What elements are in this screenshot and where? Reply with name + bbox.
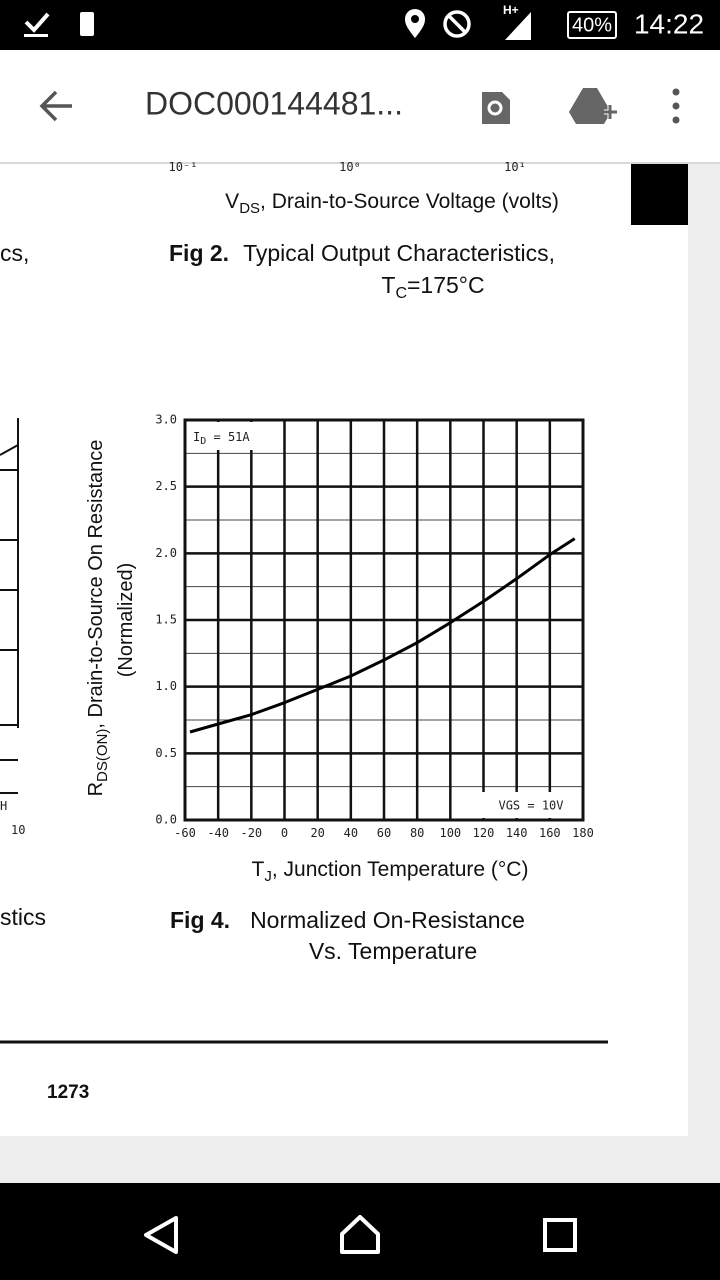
annotation-box bbox=[481, 792, 581, 818]
y-tick-label: 1.0 bbox=[155, 679, 177, 693]
nav-home[interactable] bbox=[340, 1215, 380, 1254]
sim-icon bbox=[80, 12, 94, 36]
data-line bbox=[189, 537, 576, 734]
caption-subscript: C bbox=[395, 285, 407, 302]
fragment-text: H bbox=[0, 799, 7, 813]
chart: 0.0 0.5 1.0 1.5 2.0 2.5 3.0 -60 -40 -20 0 20 40 60 80 1… bbox=[155, 413, 594, 841]
y-tick-label: 2.0 bbox=[155, 546, 177, 560]
annotation-part: = 51A bbox=[206, 430, 250, 444]
y-tick-label: 2.5 bbox=[155, 479, 177, 493]
y-axis-label: RDS(ON), Drain-to-Source On Resistance bbox=[85, 440, 111, 797]
battery-level: 40% bbox=[572, 14, 612, 36]
toolbar-shadow bbox=[0, 162, 720, 164]
document-page bbox=[0, 164, 688, 1136]
label-part: T bbox=[252, 858, 265, 881]
annotation: ID = 51A bbox=[193, 430, 250, 448]
fig2-caption: Fig 2. Typical Output Characteristics, bbox=[169, 240, 555, 266]
fig2-tick: 10¹ bbox=[504, 160, 526, 174]
annotation: VGS = 10V bbox=[498, 799, 563, 813]
location-icon bbox=[405, 9, 425, 38]
x-tick-label: 100 bbox=[439, 826, 461, 840]
fragment-text: cs, bbox=[0, 240, 29, 266]
y-tick-label: 1.5 bbox=[155, 613, 177, 627]
x-tick-label: 160 bbox=[539, 826, 561, 840]
download-icon-base bbox=[24, 34, 48, 37]
nav-bar bbox=[0, 1183, 720, 1280]
nav-recents[interactable] bbox=[543, 1218, 577, 1252]
label-part: R bbox=[85, 782, 107, 796]
x-tick-label: 0 bbox=[281, 826, 288, 840]
menu-dot bbox=[672, 116, 680, 124]
find-icon-lens bbox=[487, 100, 503, 116]
menu-dot bbox=[672, 102, 680, 110]
nav-back[interactable] bbox=[144, 1216, 178, 1254]
x-tick-label: 180 bbox=[572, 826, 594, 840]
label-subscript: J bbox=[264, 868, 272, 885]
fragment-text: 10 bbox=[11, 823, 25, 837]
label-part: , Drain-to-Source Voltage (volts) bbox=[260, 190, 559, 213]
status-bar bbox=[0, 0, 720, 50]
add-to-drive-button[interactable] bbox=[569, 88, 611, 124]
fig2-tick: 10⁻¹ bbox=[169, 160, 198, 174]
title-text: Normalized On-Resistance bbox=[250, 907, 525, 933]
label-part: V bbox=[225, 190, 239, 213]
label-subscript: DS(ON) bbox=[94, 729, 111, 782]
fig2-tick: 10⁰ bbox=[339, 160, 361, 174]
download-icon bbox=[24, 12, 50, 33]
fig2-caption-line2: TC=175°C bbox=[381, 272, 484, 302]
caption-part: =175°C bbox=[407, 272, 485, 298]
fragment-line bbox=[0, 444, 19, 456]
battery-icon bbox=[567, 11, 617, 39]
block-icon-bar bbox=[447, 14, 467, 34]
location-dot bbox=[411, 15, 419, 23]
x-tick-label: 120 bbox=[473, 826, 495, 840]
x-tick-label: -60 bbox=[174, 826, 196, 840]
label-subscript: DS bbox=[239, 200, 260, 217]
y-axis-label-line2: (Normalized) bbox=[115, 563, 137, 677]
chart-subtitle: Vs. Temperature bbox=[309, 938, 477, 964]
fig2-ticks: 10⁻¹ 10⁰ 10¹ bbox=[169, 160, 526, 174]
x-tick-label: 80 bbox=[410, 826, 424, 840]
title-prefix: Fig 4. bbox=[170, 907, 230, 933]
label-part: , Drain-to-Source On Resistance bbox=[85, 440, 107, 729]
block-icon bbox=[443, 10, 471, 38]
x-tick-label: -40 bbox=[207, 826, 229, 840]
left-chart-fragment bbox=[0, 418, 19, 794]
label-part: , Junction Temperature (°C) bbox=[272, 858, 529, 881]
find-button[interactable] bbox=[482, 92, 510, 124]
fig2-x-label: VDS, Drain-to-Source Voltage (volts) bbox=[225, 190, 559, 217]
caption-part: T bbox=[381, 272, 395, 298]
document-title: DOC000144481... bbox=[145, 85, 403, 121]
x-tick-label: 140 bbox=[506, 826, 528, 840]
menu-button[interactable] bbox=[672, 88, 680, 96]
fragment-text: stics bbox=[0, 904, 46, 930]
network-type: H+ bbox=[503, 3, 519, 17]
x-tick-label: 40 bbox=[344, 826, 358, 840]
y-tick-label: 0.0 bbox=[155, 813, 177, 827]
page-edge-tab bbox=[631, 164, 688, 225]
back-button[interactable] bbox=[39, 90, 72, 122]
y-tick-label: 0.5 bbox=[155, 746, 177, 760]
annotation-part: I bbox=[193, 430, 200, 444]
y-tick-label: 3.0 bbox=[155, 413, 177, 427]
x-tick-label: -20 bbox=[240, 826, 262, 840]
add-icon bbox=[603, 105, 617, 119]
annotation-box bbox=[187, 422, 273, 450]
annotation-subscript: D bbox=[200, 436, 206, 447]
signal-icon bbox=[505, 12, 531, 40]
chart-title: Fig 4. Normalized On-Resistance bbox=[170, 907, 525, 933]
x-tick-label: 20 bbox=[310, 826, 324, 840]
plot-frame bbox=[183, 418, 585, 822]
page-number: 1273 bbox=[47, 1082, 89, 1103]
caption-text: Typical Output Characteristics, bbox=[243, 240, 555, 266]
x-tick-label: 60 bbox=[377, 826, 391, 840]
caption-prefix: Fig 2. bbox=[169, 240, 229, 266]
x-axis-label: TJ, Junction Temperature (°C) bbox=[252, 858, 529, 885]
clock: 14:22 bbox=[634, 8, 704, 39]
